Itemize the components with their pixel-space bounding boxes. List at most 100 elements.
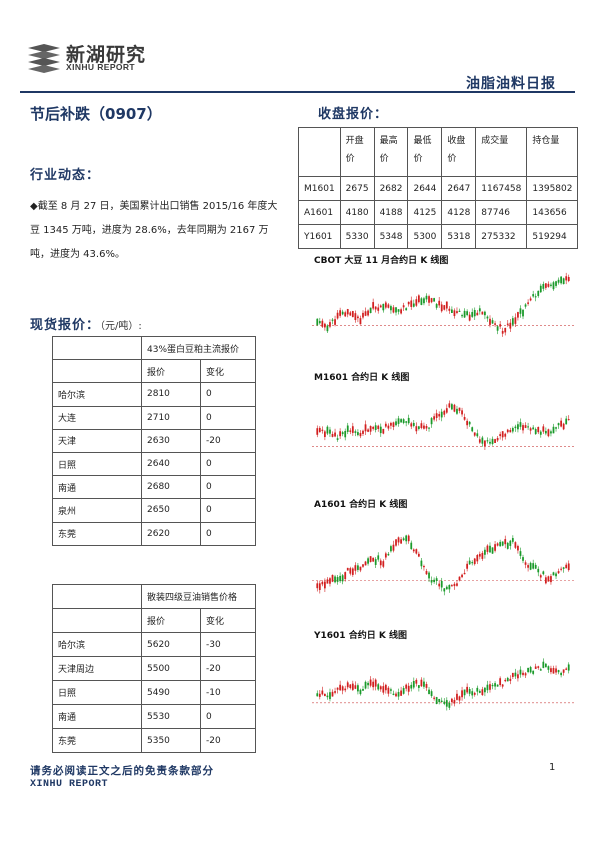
table-cell: 日照: [52, 451, 142, 477]
candle-body: [402, 688, 405, 694]
candle-body: [400, 419, 402, 423]
candle-body: [349, 684, 352, 689]
report-title: 节后补跌（0907）: [30, 105, 162, 123]
candle-body: [494, 439, 496, 443]
candle-body: [369, 307, 372, 313]
candle-body: [326, 579, 329, 584]
candle-body: [496, 543, 499, 546]
candle-body: [476, 555, 479, 562]
candle-body: [410, 423, 413, 427]
table-row: 东莞 5350 -20: [52, 728, 256, 753]
candle-body: [407, 301, 410, 305]
candle-body: [443, 410, 446, 415]
candle-body: [435, 304, 438, 308]
candle-body: [517, 545, 519, 551]
candle-body: [334, 576, 336, 583]
candle-body: [486, 316, 489, 319]
candle-body: [384, 302, 387, 308]
candle-body: [423, 425, 425, 429]
table-cell: 0: [200, 704, 256, 729]
table-header-cell: 收盘价: [441, 127, 477, 177]
table-cell: 南通: [52, 704, 142, 729]
candle-body: [382, 303, 385, 311]
table-cell: 2810: [141, 382, 201, 407]
candle-body: [372, 426, 375, 429]
table-cell: 2630: [141, 428, 201, 453]
candle-body: [527, 302, 529, 304]
candle-body: [410, 300, 413, 307]
candle-body: [324, 323, 326, 328]
candle-body: [367, 558, 369, 564]
candle-body: [364, 311, 367, 316]
candle-body: [415, 299, 418, 306]
candle-body: [529, 298, 532, 301]
candle-body: [567, 419, 570, 421]
table-cell: A1601: [298, 200, 341, 225]
candle-body: [400, 309, 402, 314]
candle-body: [430, 298, 433, 303]
candle-body: [448, 702, 451, 708]
candle-body: [395, 539, 397, 546]
candle-body: [440, 700, 443, 702]
candle-body: [555, 573, 557, 577]
candle-body: [489, 684, 491, 690]
table-row: 南通 2680 0: [52, 475, 256, 500]
candle-body: [438, 698, 441, 703]
candle-body: [506, 677, 509, 682]
candle-body: [324, 581, 326, 589]
page-number: 1: [549, 762, 556, 773]
candle-body: [346, 425, 349, 432]
candle-body: [407, 535, 410, 542]
candle-body: [448, 403, 451, 408]
candle-body: [517, 424, 519, 430]
closing-heading: 收盘报价：: [318, 107, 389, 122]
candle-body: [321, 320, 324, 327]
table-cell: 519294: [526, 224, 579, 249]
candle-body: [329, 578, 331, 584]
candle-body: [486, 545, 489, 552]
candle-body: [384, 684, 387, 691]
candle-body: [362, 564, 364, 567]
candle-body: [547, 429, 550, 437]
candle-body: [357, 316, 359, 319]
candle-body: [318, 693, 321, 697]
candle-body: [463, 310, 466, 318]
candle-body: [466, 686, 469, 693]
candle-body: [324, 431, 326, 437]
candle-body: [506, 323, 509, 325]
candle-body: [555, 427, 557, 429]
candle-body: [524, 425, 527, 428]
candle-body: [491, 684, 494, 687]
candle-body: [344, 572, 347, 580]
table-cell: 0: [200, 405, 256, 430]
candle-body: [423, 298, 425, 304]
disclaimer-text: 请务必阅读正文之后的免责条款部分: [30, 765, 214, 777]
candle-body: [534, 429, 537, 435]
candle-body: [532, 294, 535, 297]
candle-body: [346, 682, 349, 688]
candle-body: [321, 690, 324, 695]
candle-body: [547, 283, 550, 287]
candle-body: [519, 551, 522, 556]
candle-body: [501, 431, 504, 438]
candle-body: [514, 672, 517, 677]
candle-body: [471, 691, 474, 696]
table-cell: 2650: [141, 498, 201, 523]
table-cell: 5620: [141, 632, 201, 657]
candle-body: [448, 584, 451, 590]
candle-body: [542, 661, 545, 668]
table-cell: 5500: [141, 656, 201, 681]
candle-body: [478, 553, 481, 557]
table-cell: 4188: [373, 200, 409, 225]
candle-body: [542, 426, 545, 432]
table-header-row: 报价 变化: [52, 608, 256, 633]
candle-body: [562, 423, 565, 430]
candle-body: [468, 560, 471, 565]
candle-body: [357, 565, 359, 570]
table-row: 哈尔滨 5620 -30: [52, 632, 256, 657]
candle-body: [316, 318, 319, 326]
table-row: 日照 5490 -10: [52, 680, 256, 705]
candle-body: [565, 668, 568, 670]
candle-body: [481, 437, 484, 444]
candle-body: [364, 561, 367, 566]
